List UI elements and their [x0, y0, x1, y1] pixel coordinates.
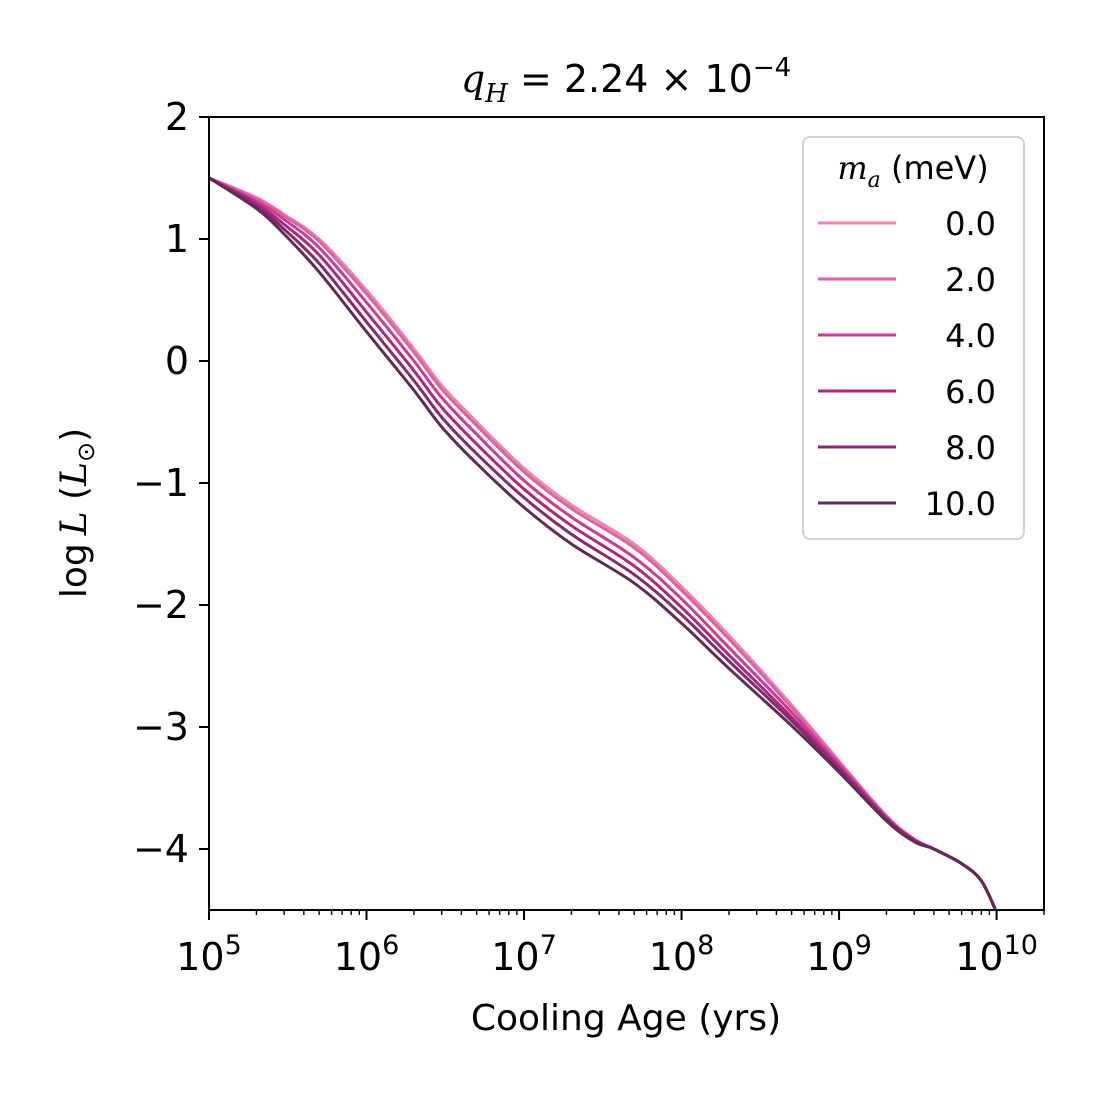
y-tick-label-2: 0 [165, 339, 189, 383]
y-tick-label-5: −3 [133, 705, 189, 749]
x-tick-label-3: 108 [649, 930, 715, 979]
title-sub: H [484, 79, 509, 109]
y-tick-label-4: −2 [133, 583, 189, 627]
series-layer [209, 176, 998, 910]
plot-frame [208, 116, 1045, 911]
legend-label-3: 6.0 [945, 373, 996, 411]
x-tick-label-2: 107 [491, 930, 557, 979]
legend-title-rest: (meV) [881, 149, 989, 187]
legend-label-5: 10.0 [925, 485, 996, 523]
legend-entries: 0.0 2.0 4.0 6.0 8.0 10.0 [818, 205, 996, 523]
y-tick-label-0: 2 [165, 95, 189, 139]
legend: ma (meV) 0.0 2.0 4.0 6.0 8.0 10.0 [802, 136, 1025, 540]
legend-box [802, 136, 1025, 540]
ylabel-close: ) [54, 428, 95, 442]
ticks-layer: 105 106 107 108 109 1010 2 1 0 −1 −2 −3 −4 [133, 95, 1045, 979]
legend-title-var: m [837, 149, 867, 187]
title-exp: −4 [753, 53, 791, 83]
ylabel-unit-sub: ⊙ [72, 442, 100, 462]
legend-label-0: 0.0 [945, 205, 996, 243]
x-tick-label-4: 109 [806, 930, 872, 979]
title-rest: = 2.24 × 10 [508, 57, 753, 101]
ylabel-open: ( [54, 486, 95, 512]
y-axis-label: logL (L⊙) [54, 428, 100, 598]
y-tick-label-3: −1 [133, 461, 189, 505]
legend-label-2: 4.0 [945, 317, 996, 355]
ylabel-var: L [54, 511, 95, 536]
x-tick-label-0: 105 [176, 930, 242, 979]
title-var: q [461, 57, 485, 101]
ylabel-unit-var: L [54, 462, 95, 487]
series-line-5 [209, 176, 998, 910]
legend-label-4: 8.0 [945, 429, 996, 467]
ylabel-pre: log [54, 543, 95, 598]
x-tick-label-1: 106 [334, 930, 400, 979]
x-tick-label-5: 1010 [955, 930, 1038, 979]
y-tick-label-6: −4 [133, 827, 189, 871]
y-tick-label-1: 1 [165, 217, 189, 261]
chart-title: qH = 2.24 × 10−4 [461, 53, 791, 109]
legend-label-1: 2.0 [945, 261, 996, 299]
legend-title-sub: a [868, 168, 881, 193]
x-axis-label: Cooling Age (yrs) [471, 998, 781, 1039]
legend-title: ma (meV) [837, 149, 988, 193]
